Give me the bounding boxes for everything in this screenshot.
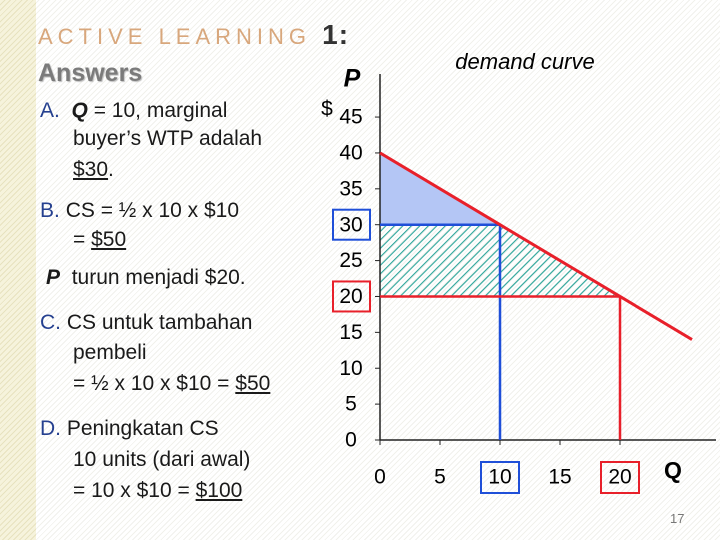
y-tick-label: 40 <box>339 141 362 164</box>
x-tick-label: 15 <box>548 466 571 489</box>
item-a: A. Q = 10, marginal <box>40 98 227 124</box>
tick-highlight <box>600 461 640 494</box>
y-tick-label: 35 <box>339 177 362 200</box>
answer: $50 <box>91 228 127 251</box>
x-tick-label: 0 <box>374 466 386 489</box>
y-tick-label: 25 <box>339 249 362 272</box>
item-label: A. <box>40 99 60 122</box>
item-text: turun menjadi $20. <box>71 266 246 289</box>
item-label: D. <box>40 417 61 440</box>
tick-highlight <box>332 280 371 313</box>
x-tick-label: 20 <box>608 466 631 489</box>
item-text: Peningkatan CS <box>66 417 219 440</box>
item-text: pembeli <box>73 341 147 364</box>
x-tick-label: 5 <box>434 466 446 489</box>
item-label: C. <box>40 311 61 334</box>
item-b-answer: = $50 <box>73 227 126 253</box>
y-tick-label: 30 <box>339 213 362 236</box>
item-text: = <box>73 228 86 251</box>
tick-highlight <box>480 461 520 494</box>
item-text: buyer’s WTP adalah <box>73 127 263 150</box>
curve-label: demand curve <box>455 49 594 74</box>
subtitle: Answers <box>38 59 143 87</box>
y-tick-label: 5 <box>345 393 357 416</box>
p-note: P turun menjadi $20. <box>46 265 246 291</box>
page-number: 17 <box>670 511 685 526</box>
item-c-answer: = ½ x 10 x $10 = $50 <box>73 371 270 397</box>
x-axis-label: Q <box>664 457 682 483</box>
item-d: D. Peningkatan CS <box>40 416 219 442</box>
item-text: CS = ½ x 10 x $10 <box>65 199 240 222</box>
answer: $50 <box>235 372 271 395</box>
q-symbol: Q <box>71 99 88 122</box>
item-b: B. CS = ½ x 10 x $10 <box>40 198 239 224</box>
y-tick-label: 10 <box>339 357 362 380</box>
item-text: = 10 x $10 = <box>73 479 190 502</box>
x-tick-label: 10 <box>488 466 511 489</box>
item-text: 10 units (dari awal) <box>73 448 251 471</box>
answer: $100 <box>195 479 243 502</box>
demand-curve <box>379 151 693 341</box>
p-symbol: P <box>46 266 61 289</box>
y-tick-label: 20 <box>339 285 362 308</box>
answer: $30 <box>73 158 109 181</box>
item-text: CS untuk tambahan <box>66 311 253 334</box>
title-text: ACTIVE LEARNING <box>38 24 312 49</box>
item-d-answer: = 10 x $10 = $100 <box>73 478 242 504</box>
y-tick-label: 0 <box>345 429 357 452</box>
y-tick-label: 15 <box>339 321 362 344</box>
y-axis-label: P <box>344 65 361 93</box>
left-bar <box>0 0 36 540</box>
item-text: = 10, marginal <box>93 99 228 122</box>
y-tick-label: 45 <box>339 106 362 129</box>
title-number: 1: <box>322 19 350 50</box>
item-label: B. <box>40 199 60 222</box>
y-unit: $ <box>321 98 333 121</box>
item-text: . <box>108 158 114 181</box>
tick-highlight <box>332 208 371 241</box>
item-a-answer: $30. <box>73 157 114 183</box>
item-text: = ½ x 10 x $10 = <box>73 372 230 395</box>
item-c: C. CS untuk tambahan <box>40 310 252 336</box>
slide-title: ACTIVE LEARNING 1: <box>38 19 350 50</box>
